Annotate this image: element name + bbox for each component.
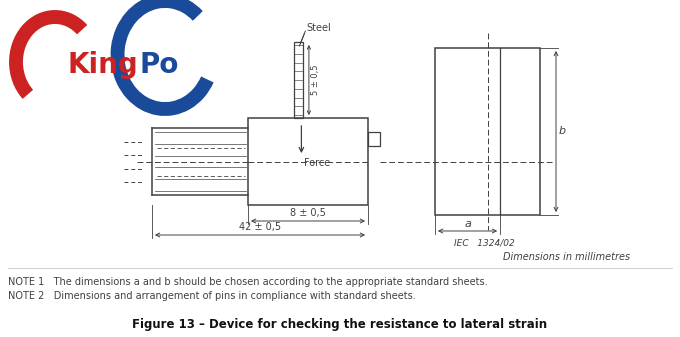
Text: IEC   1324/02: IEC 1324/02 (454, 238, 515, 247)
Text: a: a (464, 219, 471, 229)
Text: Steel: Steel (307, 23, 331, 33)
Text: Force: Force (305, 158, 330, 168)
Text: NOTE 1   The dimensions a and b should be chosen according to the appropriate st: NOTE 1 The dimensions a and b should be … (8, 277, 488, 287)
Text: NOTE 2   Dimensions and arrangement of pins in compliance with standard sheets.: NOTE 2 Dimensions and arrangement of pin… (8, 291, 415, 301)
Text: Dimensions in millimetres: Dimensions in millimetres (503, 252, 630, 262)
Text: 5 ± 0,5: 5 ± 0,5 (311, 65, 320, 95)
Text: 42 ± 0,5: 42 ± 0,5 (239, 222, 281, 232)
Text: Figure 13 – Device for checking the resistance to lateral strain: Figure 13 – Device for checking the resi… (133, 318, 547, 331)
Text: b: b (559, 126, 566, 136)
Text: Po: Po (140, 51, 180, 79)
Text: King: King (68, 51, 139, 79)
Text: 8 ± 0,5: 8 ± 0,5 (290, 208, 326, 218)
